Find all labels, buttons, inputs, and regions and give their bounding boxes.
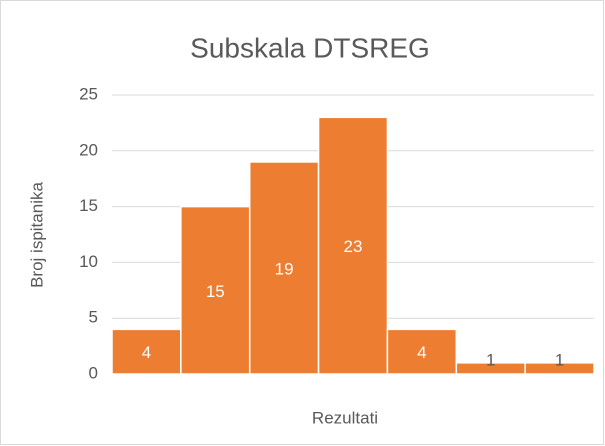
bar [386,328,458,375]
bar [317,116,389,375]
data-label: 23 [344,237,363,256]
y-tick-label: 10 [79,252,98,271]
data-label: 4 [142,343,151,362]
y-tick-label: 5 [89,308,98,327]
y-tick-label: 20 [79,140,98,159]
y-tick-label: 15 [79,196,98,215]
data-label: 4 [417,343,426,362]
bar [248,161,320,375]
bar [524,362,595,375]
chart-title: Subskala DTSREG [190,32,430,63]
y-tick-label: 0 [89,363,98,382]
y-axis-label: Broj ispitanika [27,182,46,288]
x-axis-label: Rezultati [312,408,378,427]
data-label: 1 [555,350,564,369]
data-label: 15 [206,282,225,301]
y-tick-label: 25 [79,84,98,103]
data-label: 1 [486,350,495,369]
data-label: 19 [275,259,294,278]
